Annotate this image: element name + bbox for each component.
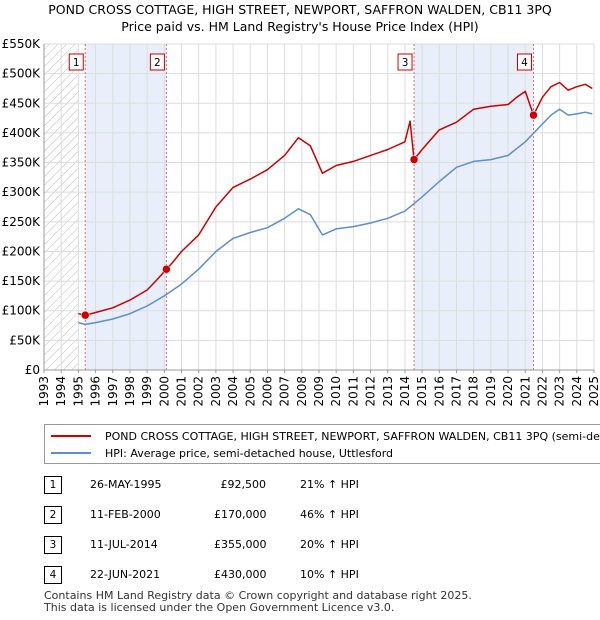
sale-badge: 1 <box>44 476 62 494</box>
y-tick-label: £150K <box>2 274 42 288</box>
sale-hpi-diff: 46% ↑ HPI <box>300 508 359 521</box>
x-tick-label: 2000 <box>157 376 171 407</box>
sale-row: 3 11-JUL-2014 £355,000 20% ↑ HPI <box>44 536 424 554</box>
x-tick-label: 1997 <box>106 376 120 407</box>
x-tick-label: 2024 <box>570 376 584 407</box>
chart-legend: POND CROSS COTTAGE, HIGH STREET, NEWPORT… <box>44 424 600 464</box>
sale-label-1: 1 <box>73 57 80 69</box>
sale-row: 1 26-MAY-1995 £92,500 21% ↑ HPI <box>44 476 424 494</box>
legend-swatch-property <box>51 435 91 437</box>
y-tick-label: £100K <box>2 304 42 318</box>
sale-badge: 4 <box>44 566 62 584</box>
y-tick-label: £200K <box>2 244 42 258</box>
x-tick-label: 1993 <box>37 376 51 407</box>
y-tick-label: £400K <box>2 126 42 140</box>
x-tick-label: 2014 <box>398 376 412 407</box>
x-tick-label: 2010 <box>329 376 343 407</box>
x-tick-label: 2017 <box>450 376 464 407</box>
x-tick-label: 2002 <box>192 376 206 407</box>
sale-badge: 3 <box>44 536 62 554</box>
sale-row: 4 22-JUN-2021 £430,000 10% ↑ HPI <box>44 566 424 584</box>
sale-point-3 <box>409 155 419 164</box>
x-tick-label: 1995 <box>71 376 85 407</box>
sale-price: £92,500 <box>220 478 267 491</box>
sale-hpi-diff: 21% ↑ HPI <box>300 478 359 491</box>
y-tick-label: £550K <box>2 37 42 51</box>
x-tick-label: 2019 <box>484 376 498 407</box>
sale-date: 26-MAY-1995 <box>90 478 162 491</box>
y-tick-label: £300K <box>2 185 42 199</box>
sale-date: 11-FEB-2000 <box>90 508 161 521</box>
chart-subtitle: Price paid vs. HM Land Registry's House … <box>121 19 479 34</box>
x-tick-label: 1998 <box>123 376 137 407</box>
sale-price: £170,000 <box>214 508 267 521</box>
x-tick-label: 2022 <box>535 376 549 407</box>
sale-label-4: 4 <box>521 57 528 69</box>
chart-title: POND CROSS COTTAGE, HIGH STREET, NEWPORT… <box>48 2 552 17</box>
sale-point-4 <box>529 110 538 120</box>
footer-licence: This data is licensed under the Open Gov… <box>44 601 395 614</box>
sale-label-box-4 <box>517 53 532 71</box>
x-tick-label: 2015 <box>415 376 429 407</box>
legend-item-hpi: HPI: Average price, semi-detached house,… <box>51 445 393 461</box>
price-chart: 1 2 3 4 £0 £50K £100K £150K £200K £250K £300K £350… <box>2 37 600 407</box>
sale-label-box-3 <box>397 53 413 71</box>
x-tick-label: 2023 <box>553 376 567 407</box>
y-tick-label: £450K <box>2 96 42 110</box>
y-tick-label: £500K <box>2 67 42 81</box>
x-tick-label: 1996 <box>89 376 103 407</box>
x-tick-label: 2021 <box>518 376 532 407</box>
y-tick-label: £350K <box>2 156 42 170</box>
sale-hpi-diff: 10% ↑ HPI <box>300 568 359 581</box>
sale-hpi-diff: 20% ↑ HPI <box>300 538 359 551</box>
x-tick-label: 2003 <box>209 376 223 407</box>
x-tick-label: 2006 <box>260 376 274 407</box>
x-tick-label: 2016 <box>432 376 446 407</box>
sale-point-2 <box>162 264 171 274</box>
sale-row: 2 11-FEB-2000 £170,000 46% ↑ HPI <box>44 506 424 524</box>
sale-price: £430,000 <box>214 568 267 581</box>
x-tick-label: 2005 <box>243 376 257 407</box>
y-tick-label: £250K <box>2 215 42 229</box>
x-tick-label: 2001 <box>175 376 189 407</box>
x-tick-label: 2007 <box>278 376 292 407</box>
hpi-line <box>78 108 593 326</box>
legend-item-property: POND CROSS COTTAGE, HIGH STREET, NEWPORT… <box>51 428 600 444</box>
x-tick-label: 1999 <box>140 376 154 407</box>
y-tick-label: £50K <box>9 333 41 347</box>
x-tick-label: 2025 <box>587 376 600 407</box>
x-tick-label: 2004 <box>226 376 240 407</box>
sale-label-box-1 <box>68 53 84 71</box>
x-tick-label: 2018 <box>467 376 481 407</box>
x-tick-label: 2012 <box>364 376 378 407</box>
legend-label-property: POND CROSS COTTAGE, HIGH STREET, NEWPORT… <box>105 429 600 443</box>
x-tick-label: 1994 <box>54 376 68 407</box>
footer-copyright: Contains HM Land Registry data © Crown c… <box>44 589 472 602</box>
sale-label-3: 3 <box>402 57 409 69</box>
sale-date: 22-JUN-2021 <box>90 568 161 581</box>
x-tick-label: 2008 <box>295 376 309 407</box>
x-tick-label: 2011 <box>346 376 360 407</box>
sale-label-2: 2 <box>154 57 161 69</box>
sale-date: 11-JUL-2014 <box>90 538 158 551</box>
sale-price: £355,000 <box>214 538 267 551</box>
sale-label-box-2 <box>149 53 165 71</box>
legend-label-hpi: HPI: Average price, semi-detached house,… <box>105 446 394 460</box>
legend-swatch-hpi <box>51 452 91 454</box>
sale-point-1 <box>81 310 90 320</box>
x-tick-label: 2013 <box>381 376 395 407</box>
y-tick-label: £0 <box>25 363 40 377</box>
x-tick-label: 2020 <box>501 376 515 407</box>
ownership-shade <box>85 44 167 370</box>
sale-badge: 2 <box>44 506 62 524</box>
x-tick-label: 2009 <box>312 376 326 407</box>
